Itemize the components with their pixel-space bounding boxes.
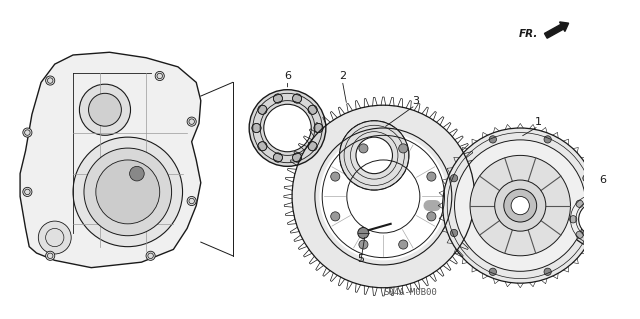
- Circle shape: [427, 212, 436, 221]
- Circle shape: [45, 251, 55, 260]
- Circle shape: [427, 172, 436, 181]
- Circle shape: [495, 180, 546, 231]
- FancyArrow shape: [545, 22, 568, 38]
- Text: 5: 5: [357, 254, 364, 263]
- Circle shape: [451, 229, 458, 237]
- Circle shape: [258, 105, 267, 114]
- Circle shape: [443, 128, 598, 283]
- Circle shape: [583, 174, 590, 182]
- Circle shape: [591, 194, 599, 201]
- Circle shape: [607, 200, 614, 207]
- Text: 1: 1: [535, 117, 542, 127]
- Circle shape: [314, 123, 323, 133]
- Circle shape: [544, 136, 551, 143]
- Circle shape: [73, 137, 182, 247]
- Circle shape: [130, 166, 144, 181]
- Circle shape: [88, 93, 122, 126]
- Circle shape: [591, 238, 599, 245]
- Circle shape: [187, 117, 196, 126]
- Text: 2: 2: [339, 71, 346, 81]
- Circle shape: [576, 231, 583, 238]
- Circle shape: [308, 142, 317, 151]
- Circle shape: [489, 268, 497, 275]
- Circle shape: [319, 133, 447, 260]
- Circle shape: [23, 128, 32, 137]
- Circle shape: [84, 148, 172, 236]
- Circle shape: [583, 229, 590, 237]
- Circle shape: [470, 155, 570, 256]
- Polygon shape: [20, 52, 201, 268]
- Circle shape: [399, 144, 408, 153]
- Text: FR.: FR.: [519, 29, 538, 39]
- Circle shape: [358, 227, 369, 238]
- Circle shape: [613, 216, 621, 223]
- Circle shape: [359, 240, 368, 249]
- Circle shape: [264, 104, 311, 152]
- Text: 6: 6: [284, 71, 291, 81]
- Circle shape: [258, 142, 267, 151]
- Circle shape: [399, 240, 408, 249]
- Circle shape: [331, 172, 340, 181]
- Circle shape: [292, 94, 301, 103]
- Circle shape: [544, 268, 551, 275]
- Circle shape: [340, 121, 409, 190]
- Circle shape: [96, 160, 160, 224]
- Circle shape: [511, 197, 529, 215]
- Circle shape: [249, 90, 326, 166]
- Circle shape: [23, 187, 32, 197]
- Circle shape: [607, 231, 614, 238]
- Circle shape: [38, 221, 71, 254]
- Circle shape: [308, 105, 317, 114]
- Circle shape: [359, 144, 368, 153]
- Circle shape: [504, 189, 537, 222]
- Circle shape: [454, 140, 586, 271]
- Circle shape: [146, 251, 155, 260]
- Circle shape: [568, 192, 623, 247]
- Circle shape: [79, 84, 131, 135]
- Circle shape: [292, 105, 475, 288]
- Text: 3: 3: [412, 96, 419, 106]
- Circle shape: [45, 76, 55, 85]
- Circle shape: [273, 94, 282, 103]
- Circle shape: [451, 174, 458, 182]
- Circle shape: [331, 212, 340, 221]
- Circle shape: [576, 200, 583, 207]
- Circle shape: [155, 71, 164, 81]
- Circle shape: [292, 153, 301, 162]
- Text: 6: 6: [599, 175, 606, 185]
- Circle shape: [252, 123, 261, 133]
- Circle shape: [273, 153, 282, 162]
- Circle shape: [187, 197, 196, 205]
- Circle shape: [356, 137, 392, 174]
- Text: S04A-M0B00: S04A-M0B00: [384, 288, 438, 297]
- Circle shape: [579, 203, 611, 236]
- Circle shape: [570, 216, 577, 223]
- Circle shape: [489, 136, 497, 143]
